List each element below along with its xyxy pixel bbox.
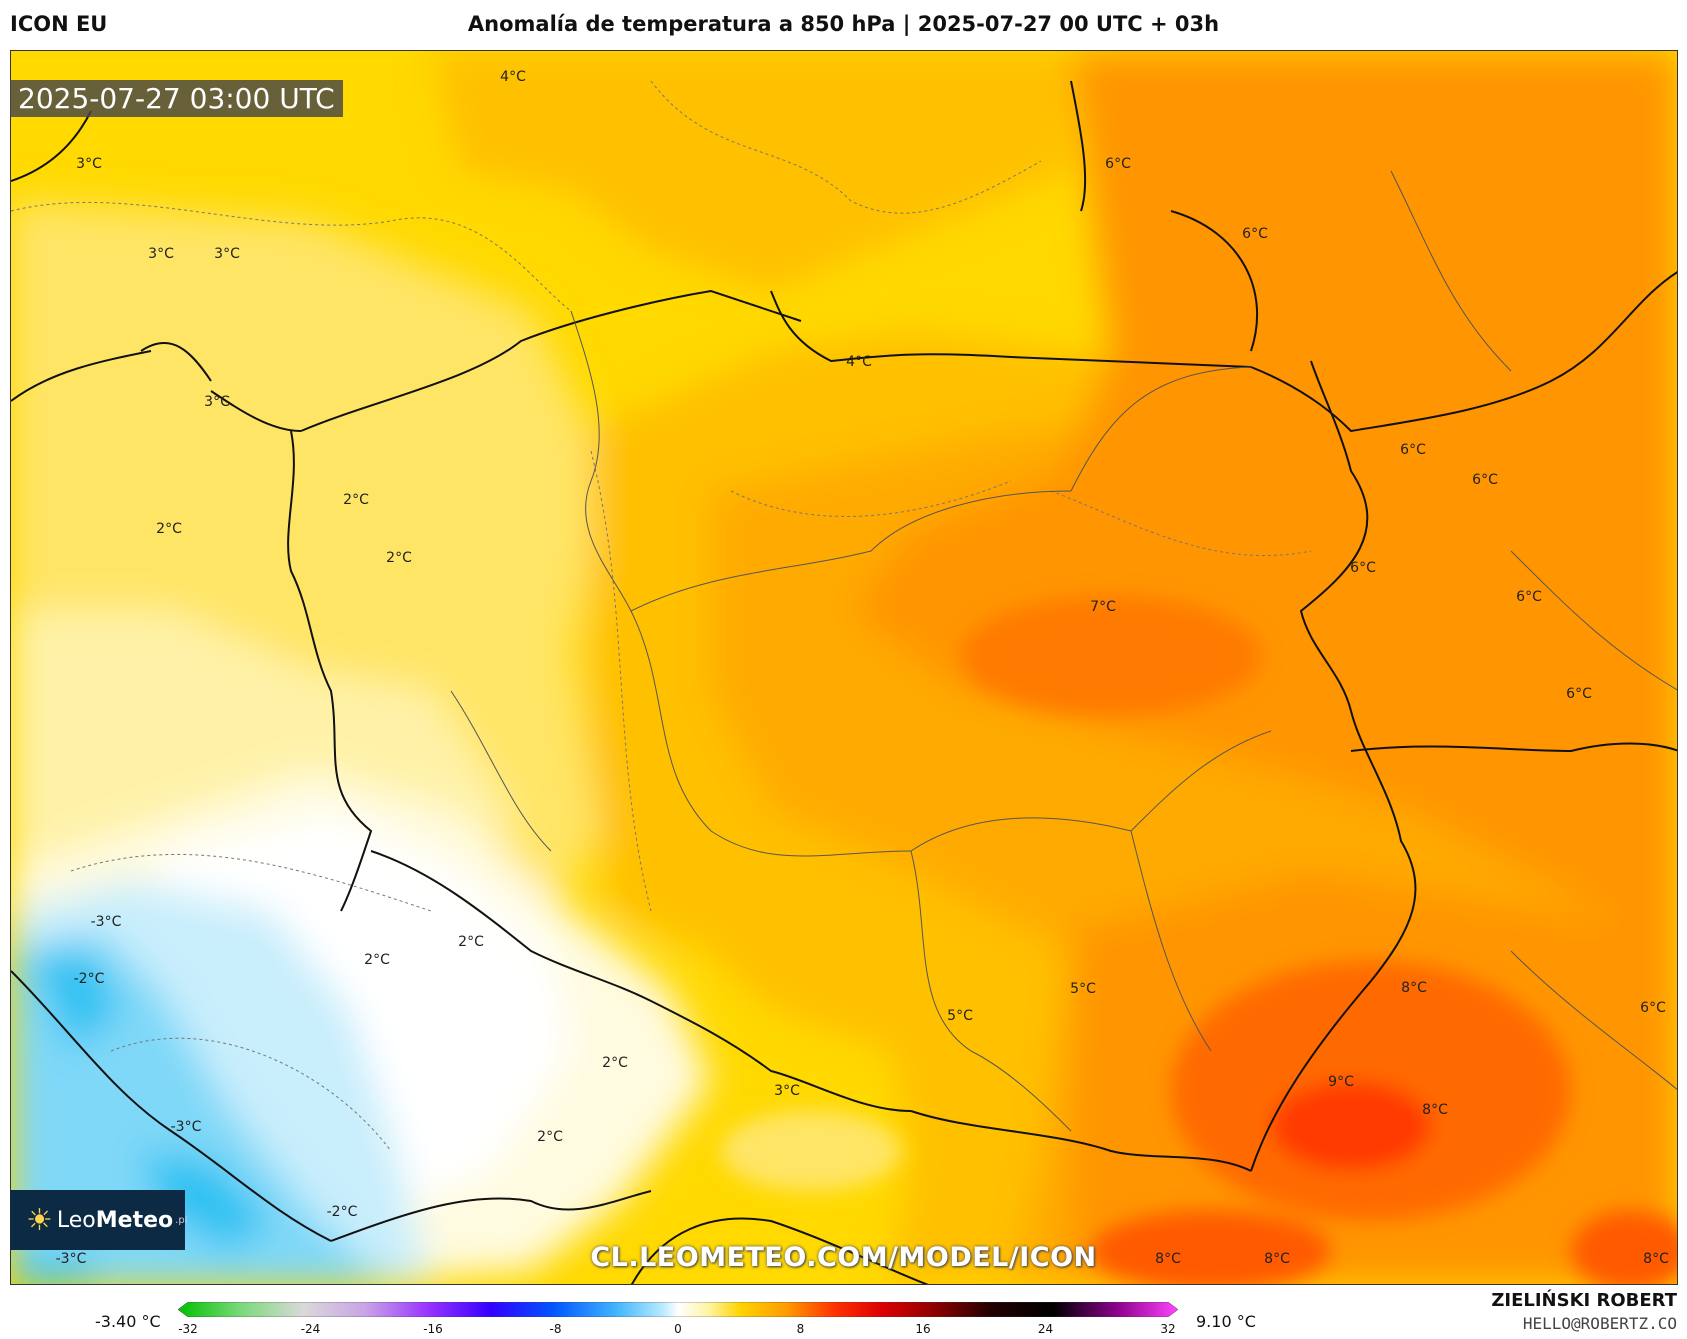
contour-label: 3°C: [214, 246, 240, 262]
contour-label: 2°C: [537, 1129, 563, 1145]
zone-6c-east: [851, 51, 1677, 950]
contour-label: 2°C: [386, 550, 412, 566]
leometeo-logo[interactable]: ☀ LeoMeteo .pl: [10, 1190, 188, 1250]
colorbar-min-label: -3.40 °C: [95, 1312, 161, 1331]
contour-label: 6°C: [1640, 1000, 1666, 1016]
poland-czech-border: [370, 850, 912, 1112]
contour-label: 6°C: [1516, 589, 1542, 605]
contour-label: 6°C: [1566, 686, 1592, 702]
valid-time-badge: 2025-07-27 03:00 UTC: [10, 80, 343, 117]
colorbar-tick: -16: [423, 1322, 443, 1336]
contour-label: 4°C: [846, 354, 872, 370]
contour-label: 2°C: [343, 492, 369, 508]
contour-label: 8°C: [1264, 1251, 1290, 1267]
contour-label: 9°C: [1328, 1074, 1354, 1090]
contour-label: 3°C: [76, 156, 102, 172]
field-hotspots: [721, 596, 1677, 1284]
sun-icon: ☀: [26, 1202, 53, 1238]
site-watermark: CL.LEOMETEO.COM/MODEL/ICON: [590, 1242, 1097, 1273]
contour-label: 2°C: [458, 934, 484, 950]
contour-label: -3°C: [171, 1119, 202, 1135]
contour-label: 7°C: [1090, 599, 1116, 615]
contour-label: 8°C: [1643, 1251, 1669, 1267]
contour-value-labels: 4°C 3°C 3°C 3°C 3°C 2°C 2°C 2°C 4°C 6°C 6°C 6°C 6°C 6…: [56, 69, 1669, 1267]
slovakia-hungary-border: [631, 1217, 929, 1284]
contour-label: 8°C: [1422, 1102, 1448, 1118]
colorbar-tick: 16: [915, 1322, 931, 1336]
contour-label: 6°C: [1350, 560, 1376, 576]
danish-coast: [11, 110, 302, 432]
poland-belarus-border: [1299, 360, 1369, 712]
field-layers: [11, 51, 1677, 1284]
model-name: ICON EU: [10, 12, 108, 36]
zone-4c-north: [431, 51, 1071, 291]
contour-label: 6°C: [1472, 472, 1498, 488]
kaliningrad-border: [1070, 80, 1259, 352]
lithuania-border: [1250, 271, 1677, 433]
poland-ukraine-border: [1250, 710, 1417, 1172]
author-name: ZIELIŃSKI ROBERT: [1491, 1290, 1677, 1311]
contour-label: 3°C: [148, 246, 174, 262]
contour-label: -2°C: [74, 971, 105, 987]
contour-label: 6°C: [1242, 226, 1268, 242]
colorbar-ticks: -32 -24 -16 -8 0 8 16 24 32: [178, 1322, 1178, 1338]
contour-label: 6°C: [1400, 442, 1426, 458]
contour-label: 5°C: [1070, 981, 1096, 997]
contour-label: 5°C: [947, 1008, 973, 1024]
contour-label: -2°C: [327, 1204, 358, 1220]
zone-8c-southeast-2: [1091, 1211, 1331, 1284]
temperature-anomaly-map[interactable]: 4°C 3°C 3°C 3°C 3°C 2°C 2°C 2°C 4°C 6°C 6°C 6°C 6°C 6…: [10, 50, 1678, 1285]
contour-label: 2°C: [364, 952, 390, 968]
colorbar-tick: -24: [300, 1322, 321, 1336]
regional-borders: [450, 170, 1677, 1132]
ukraine-belarus-border: [1350, 742, 1677, 753]
colorbar-tick: -32: [178, 1322, 198, 1336]
poland-slovakia-border: [910, 1110, 1252, 1172]
zone-3c-tatra: [721, 1111, 901, 1191]
colorbar-tick: 32: [1160, 1322, 1176, 1336]
colorbar-tick: -8: [549, 1322, 562, 1336]
colorbar-max-label: 9.10 °C: [1196, 1312, 1256, 1331]
contour-label: -3°C: [56, 1251, 87, 1267]
contour-label: 2°C: [602, 1055, 628, 1071]
map-canvas: 4°C 3°C 3°C 3°C 3°C 2°C 2°C 2°C 4°C 6°C 6°C 6°C 6°C 6…: [11, 51, 1677, 1284]
baltic-coast: [300, 289, 1252, 432]
author-email[interactable]: HELLO@ROBERTZ.CO: [1522, 1314, 1677, 1333]
map-title: Anomalía de temperatura a 850 hPa | 2025…: [467, 12, 1220, 36]
zone-neg3-sw: [11, 951, 271, 1284]
czech-austria-border: [330, 1190, 652, 1242]
contour-label: 8°C: [1401, 980, 1427, 996]
czech-germany-border: [11, 970, 332, 1242]
zone-7c-center: [961, 596, 1261, 716]
contour-label: 8°C: [1155, 1251, 1181, 1267]
colorbar-tick: 24: [1037, 1322, 1054, 1336]
zone-9c-southeast: [1271, 1081, 1431, 1171]
contour-lines: [11, 80, 1312, 1152]
logo-text: LeoMeteo: [56, 1207, 174, 1233]
poland-germany-border: [287, 430, 373, 912]
contour-label: 3°C: [204, 394, 230, 410]
contour-label: 4°C: [500, 69, 526, 85]
colorbar-tick: 8: [796, 1322, 805, 1336]
contour-label: -3°C: [91, 914, 122, 930]
contour-label: 2°C: [156, 521, 182, 537]
colorbar-tick: 0: [674, 1322, 682, 1336]
logo-tld: .pl: [175, 1214, 188, 1226]
borders: [11, 80, 1677, 1284]
colorbar: [178, 1302, 1178, 1317]
contour-label: 6°C: [1105, 156, 1131, 172]
contour-label: 3°C: [774, 1083, 800, 1099]
zone-8c-southeast-3: [1571, 1211, 1677, 1284]
